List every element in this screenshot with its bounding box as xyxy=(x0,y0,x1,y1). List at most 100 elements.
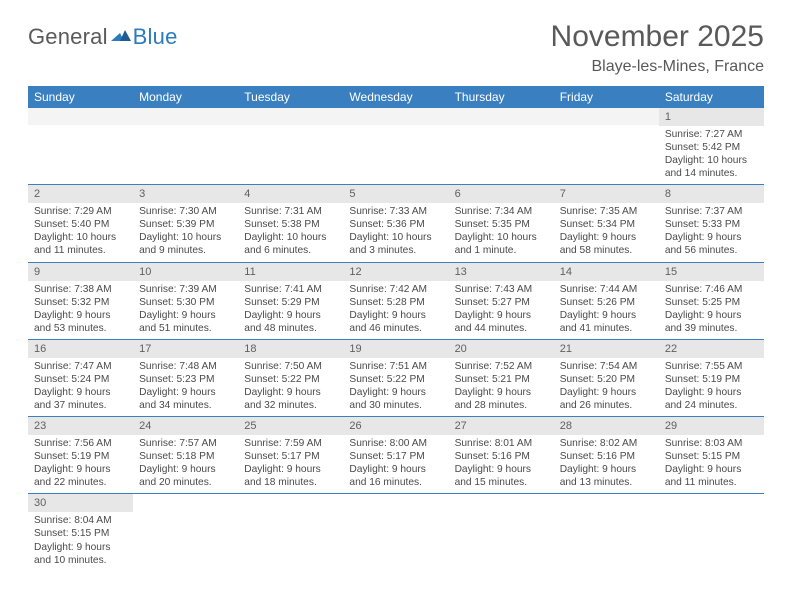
day-detail-line: Daylight: 9 hours xyxy=(34,463,127,476)
day-detail-line: Daylight: 10 hours xyxy=(244,231,337,244)
calendar-week-row: 2Sunrise: 7:29 AMSunset: 5:40 PMDaylight… xyxy=(28,185,764,262)
logo: General Blue xyxy=(28,24,178,50)
day-details: Sunrise: 7:27 AMSunset: 5:42 PMDaylight:… xyxy=(659,126,764,184)
day-detail-line: Sunrise: 8:01 AM xyxy=(455,437,548,450)
day-detail-line: Daylight: 9 hours xyxy=(665,231,758,244)
calendar-cell: 24Sunrise: 7:57 AMSunset: 5:18 PMDayligh… xyxy=(133,417,238,494)
day-details: Sunrise: 7:54 AMSunset: 5:20 PMDaylight:… xyxy=(554,358,659,416)
day-detail-line: Sunrise: 7:57 AM xyxy=(139,437,232,450)
day-detail-line: and 11 minutes. xyxy=(34,244,127,257)
calendar-cell: 2Sunrise: 7:29 AMSunset: 5:40 PMDaylight… xyxy=(28,185,133,262)
day-detail-line: and 13 minutes. xyxy=(560,476,653,489)
day-number: 24 xyxy=(133,417,238,435)
day-detail-line: and 48 minutes. xyxy=(244,322,337,335)
day-number: 20 xyxy=(449,340,554,358)
day-detail-line: Sunset: 5:32 PM xyxy=(34,296,127,309)
day-header: Tuesday xyxy=(238,86,343,108)
calendar-cell: 23Sunrise: 7:56 AMSunset: 5:19 PMDayligh… xyxy=(28,417,133,494)
day-detail-line: Daylight: 9 hours xyxy=(560,231,653,244)
day-number: 22 xyxy=(659,340,764,358)
calendar-body: 1Sunrise: 7:27 AMSunset: 5:42 PMDaylight… xyxy=(28,108,764,571)
day-detail-line: and 1 minute. xyxy=(455,244,548,257)
day-detail-line: Sunrise: 7:52 AM xyxy=(455,360,548,373)
day-details: Sunrise: 8:03 AMSunset: 5:15 PMDaylight:… xyxy=(659,435,764,493)
day-details: Sunrise: 7:41 AMSunset: 5:29 PMDaylight:… xyxy=(238,281,343,339)
day-detail-line: Sunset: 5:20 PM xyxy=(560,373,653,386)
calendar-cell: 13Sunrise: 7:43 AMSunset: 5:27 PMDayligh… xyxy=(449,262,554,339)
day-detail-line: Daylight: 10 hours xyxy=(455,231,548,244)
day-detail-line: Sunrise: 7:46 AM xyxy=(665,283,758,296)
day-header: Sunday xyxy=(28,86,133,108)
day-details: Sunrise: 8:04 AMSunset: 5:15 PMDaylight:… xyxy=(28,512,133,570)
day-details: Sunrise: 7:29 AMSunset: 5:40 PMDaylight:… xyxy=(28,203,133,261)
empty-daynum xyxy=(449,108,554,125)
day-detail-line: and 41 minutes. xyxy=(560,322,653,335)
day-detail-line: and 53 minutes. xyxy=(34,322,127,335)
calendar-cell: 21Sunrise: 7:54 AMSunset: 5:20 PMDayligh… xyxy=(554,339,659,416)
day-number: 12 xyxy=(343,263,448,281)
day-number: 5 xyxy=(343,185,448,203)
day-details: Sunrise: 7:30 AMSunset: 5:39 PMDaylight:… xyxy=(133,203,238,261)
day-detail-line: and 22 minutes. xyxy=(34,476,127,489)
day-detail-line: and 56 minutes. xyxy=(665,244,758,257)
day-detail-line: Sunrise: 8:04 AM xyxy=(34,514,127,527)
day-detail-line: Daylight: 9 hours xyxy=(349,386,442,399)
day-number: 19 xyxy=(343,340,448,358)
day-number: 28 xyxy=(554,417,659,435)
calendar-cell: 27Sunrise: 8:01 AMSunset: 5:16 PMDayligh… xyxy=(449,417,554,494)
day-details: Sunrise: 7:43 AMSunset: 5:27 PMDaylight:… xyxy=(449,281,554,339)
day-detail-line: Sunset: 5:18 PM xyxy=(139,450,232,463)
calendar-cell: 9Sunrise: 7:38 AMSunset: 5:32 PMDaylight… xyxy=(28,262,133,339)
day-detail-line: and 11 minutes. xyxy=(665,476,758,489)
day-detail-line: and 15 minutes. xyxy=(455,476,548,489)
day-detail-line: Daylight: 10 hours xyxy=(665,154,758,167)
day-detail-line: Sunrise: 7:43 AM xyxy=(455,283,548,296)
day-detail-line: Sunset: 5:29 PM xyxy=(244,296,337,309)
day-detail-line: Daylight: 9 hours xyxy=(455,463,548,476)
title-block: November 2025 Blaye-les-Mines, France xyxy=(551,20,764,76)
calendar-cell: 4Sunrise: 7:31 AMSunset: 5:38 PMDaylight… xyxy=(238,185,343,262)
day-detail-line: Sunset: 5:17 PM xyxy=(349,450,442,463)
day-number: 18 xyxy=(238,340,343,358)
day-detail-line: Sunset: 5:21 PM xyxy=(455,373,548,386)
calendar-cell xyxy=(554,108,659,185)
day-details: Sunrise: 7:44 AMSunset: 5:26 PMDaylight:… xyxy=(554,281,659,339)
day-details: Sunrise: 7:47 AMSunset: 5:24 PMDaylight:… xyxy=(28,358,133,416)
day-detail-line: and 24 minutes. xyxy=(665,399,758,412)
day-detail-line: Sunset: 5:19 PM xyxy=(34,450,127,463)
day-detail-line: and 51 minutes. xyxy=(139,322,232,335)
day-number: 25 xyxy=(238,417,343,435)
day-detail-line: Daylight: 9 hours xyxy=(139,309,232,322)
day-detail-line: and 30 minutes. xyxy=(349,399,442,412)
day-detail-line: Sunset: 5:39 PM xyxy=(139,218,232,231)
day-details: Sunrise: 7:31 AMSunset: 5:38 PMDaylight:… xyxy=(238,203,343,261)
page-title: November 2025 xyxy=(551,20,764,54)
calendar-cell: 20Sunrise: 7:52 AMSunset: 5:21 PMDayligh… xyxy=(449,339,554,416)
calendar-cell: 3Sunrise: 7:30 AMSunset: 5:39 PMDaylight… xyxy=(133,185,238,262)
empty-daynum xyxy=(238,108,343,125)
day-detail-line: Daylight: 9 hours xyxy=(560,309,653,322)
calendar-cell: 6Sunrise: 7:34 AMSunset: 5:35 PMDaylight… xyxy=(449,185,554,262)
calendar-week-row: 23Sunrise: 7:56 AMSunset: 5:19 PMDayligh… xyxy=(28,417,764,494)
calendar-week-row: 16Sunrise: 7:47 AMSunset: 5:24 PMDayligh… xyxy=(28,339,764,416)
empty-daynum xyxy=(343,108,448,125)
calendar-cell: 28Sunrise: 8:02 AMSunset: 5:16 PMDayligh… xyxy=(554,417,659,494)
calendar-cell xyxy=(28,108,133,185)
day-detail-line: Sunset: 5:15 PM xyxy=(34,527,127,540)
calendar-cell: 12Sunrise: 7:42 AMSunset: 5:28 PMDayligh… xyxy=(343,262,448,339)
day-detail-line: Sunset: 5:27 PM xyxy=(455,296,548,309)
day-number: 4 xyxy=(238,185,343,203)
day-number: 16 xyxy=(28,340,133,358)
calendar-cell: 11Sunrise: 7:41 AMSunset: 5:29 PMDayligh… xyxy=(238,262,343,339)
day-number: 17 xyxy=(133,340,238,358)
day-detail-line: Sunrise: 7:38 AM xyxy=(34,283,127,296)
day-detail-line: Sunset: 5:42 PM xyxy=(665,141,758,154)
day-number: 14 xyxy=(554,263,659,281)
calendar-cell xyxy=(238,494,343,571)
day-detail-line: Daylight: 10 hours xyxy=(139,231,232,244)
day-detail-line: and 3 minutes. xyxy=(349,244,442,257)
day-detail-line: Sunset: 5:35 PM xyxy=(455,218,548,231)
day-detail-line: and 39 minutes. xyxy=(665,322,758,335)
calendar-cell xyxy=(449,494,554,571)
day-number: 13 xyxy=(449,263,554,281)
